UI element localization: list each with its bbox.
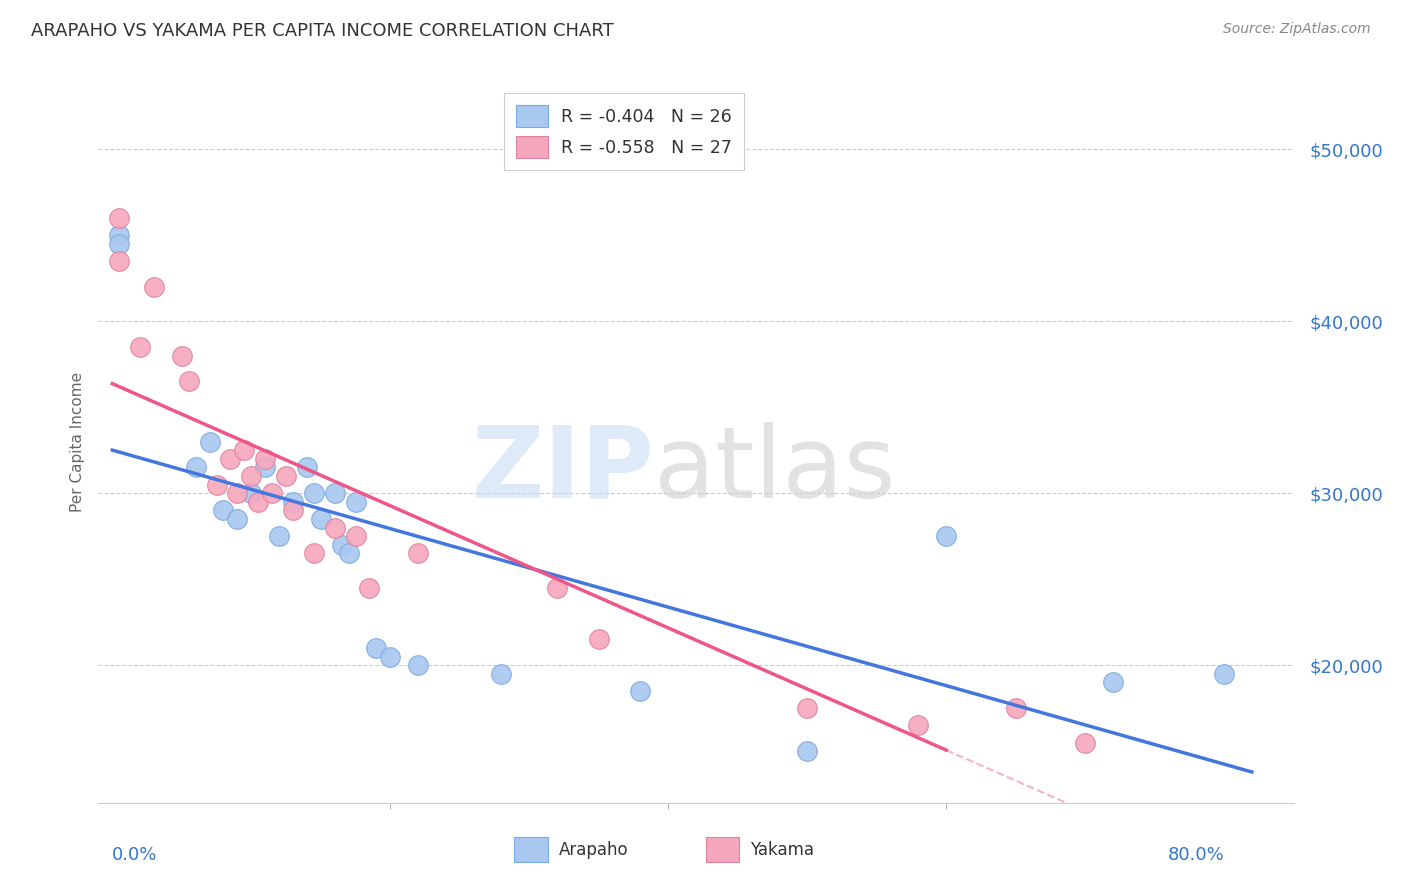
Point — [184, 460, 207, 475]
Point — [233, 443, 256, 458]
Point — [380, 649, 402, 664]
Point — [1074, 735, 1097, 749]
Point — [796, 744, 818, 758]
Point — [359, 581, 381, 595]
Point — [907, 718, 929, 732]
Point — [491, 666, 513, 681]
Point — [344, 529, 367, 543]
Point — [406, 546, 429, 560]
Point — [281, 503, 304, 517]
Point — [267, 529, 290, 543]
FancyBboxPatch shape — [515, 838, 548, 862]
Point — [219, 451, 242, 466]
Point — [254, 451, 277, 466]
FancyBboxPatch shape — [706, 838, 740, 862]
Point — [546, 581, 568, 595]
Point — [254, 460, 277, 475]
Point — [295, 460, 318, 475]
Point — [337, 546, 360, 560]
Point — [323, 486, 346, 500]
Point — [406, 658, 429, 673]
Text: ZIP: ZIP — [471, 422, 654, 519]
Point — [323, 520, 346, 534]
Point — [240, 469, 263, 483]
Point — [1213, 666, 1236, 681]
Point — [212, 503, 235, 517]
Point — [129, 340, 152, 354]
Point — [344, 494, 367, 508]
Text: 0.0%: 0.0% — [112, 846, 157, 863]
Point — [302, 546, 325, 560]
Point — [108, 253, 131, 268]
Text: atlas: atlas — [654, 422, 896, 519]
Point — [274, 469, 297, 483]
Point — [628, 684, 651, 698]
Text: Yakama: Yakama — [749, 841, 814, 859]
Text: 80.0%: 80.0% — [1167, 846, 1225, 863]
Point — [302, 486, 325, 500]
Legend: R = -0.404   N = 26, R = -0.558   N = 27: R = -0.404 N = 26, R = -0.558 N = 27 — [505, 93, 744, 170]
Point — [205, 477, 228, 491]
Text: Arapaho: Arapaho — [558, 841, 628, 859]
Point — [262, 486, 284, 500]
Point — [330, 538, 353, 552]
Text: ARAPAHO VS YAKAMA PER CAPITA INCOME CORRELATION CHART: ARAPAHO VS YAKAMA PER CAPITA INCOME CORR… — [31, 22, 613, 40]
Point — [108, 211, 131, 225]
Y-axis label: Per Capita Income: Per Capita Income — [69, 371, 84, 512]
Point — [247, 494, 270, 508]
Point — [226, 512, 249, 526]
Point — [226, 486, 249, 500]
Point — [198, 434, 221, 449]
Point — [588, 632, 610, 647]
Point — [143, 279, 166, 293]
Point — [935, 529, 957, 543]
Point — [796, 701, 818, 715]
Point — [366, 640, 388, 655]
Point — [170, 349, 193, 363]
Point — [240, 486, 263, 500]
Point — [108, 228, 131, 243]
Point — [177, 374, 200, 388]
Text: Source: ZipAtlas.com: Source: ZipAtlas.com — [1223, 22, 1371, 37]
Point — [1004, 701, 1026, 715]
Point — [108, 236, 131, 251]
Point — [309, 512, 332, 526]
Point — [281, 494, 304, 508]
Point — [1102, 675, 1125, 690]
